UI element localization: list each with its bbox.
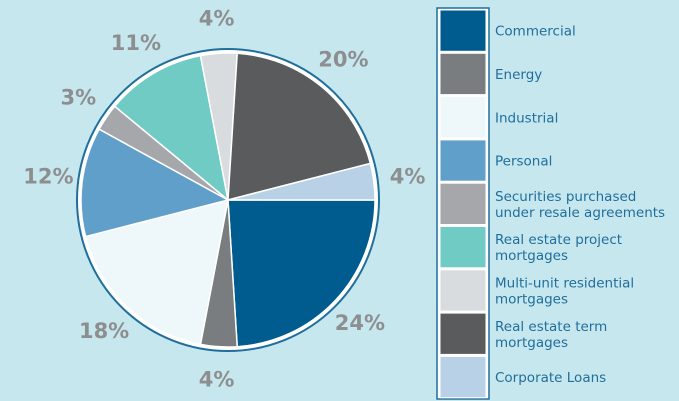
slice-label: 3% [60,85,96,109]
pie-slice [227,162,376,201]
legend-swatch [439,139,487,182]
legend-label: Personal [495,154,552,170]
slice-label: 12% [23,164,73,188]
legend-swatch [439,52,487,96]
legend-label: Real estate term mortgages [495,319,607,351]
legend-label: Corporate Loans [495,370,606,386]
pie-slice [227,199,376,348]
legend-swatch [439,269,487,312]
legend-label: Real estate project mortgages [495,232,622,264]
legend-swatch [439,312,487,355]
slice-label: 20% [318,48,368,72]
pie-slice [227,52,372,201]
legend-label: Industrial [495,110,558,126]
legend-swatch [439,96,487,139]
slice-label: 18% [79,319,129,343]
legend-label: Multi-unit residential mortgages [495,275,634,307]
legend-label: Securities purchased under resale agreeme… [495,189,665,221]
legend-swatch [439,182,487,225]
slice-label: 4% [390,164,426,188]
slice-label: 11% [111,31,161,55]
slice-label: 24% [335,311,385,335]
pie-slice [113,54,230,202]
slice-label: 4% [199,368,235,392]
slice-label: 4% [199,6,235,30]
legend-swatch [439,9,487,52]
pie-slice [80,128,231,238]
legend-label: Commercial [495,24,576,40]
legend-swatch [439,226,487,269]
legend-swatch [439,355,487,399]
legend-label: Energy [495,67,542,83]
pie-slice [84,198,229,346]
